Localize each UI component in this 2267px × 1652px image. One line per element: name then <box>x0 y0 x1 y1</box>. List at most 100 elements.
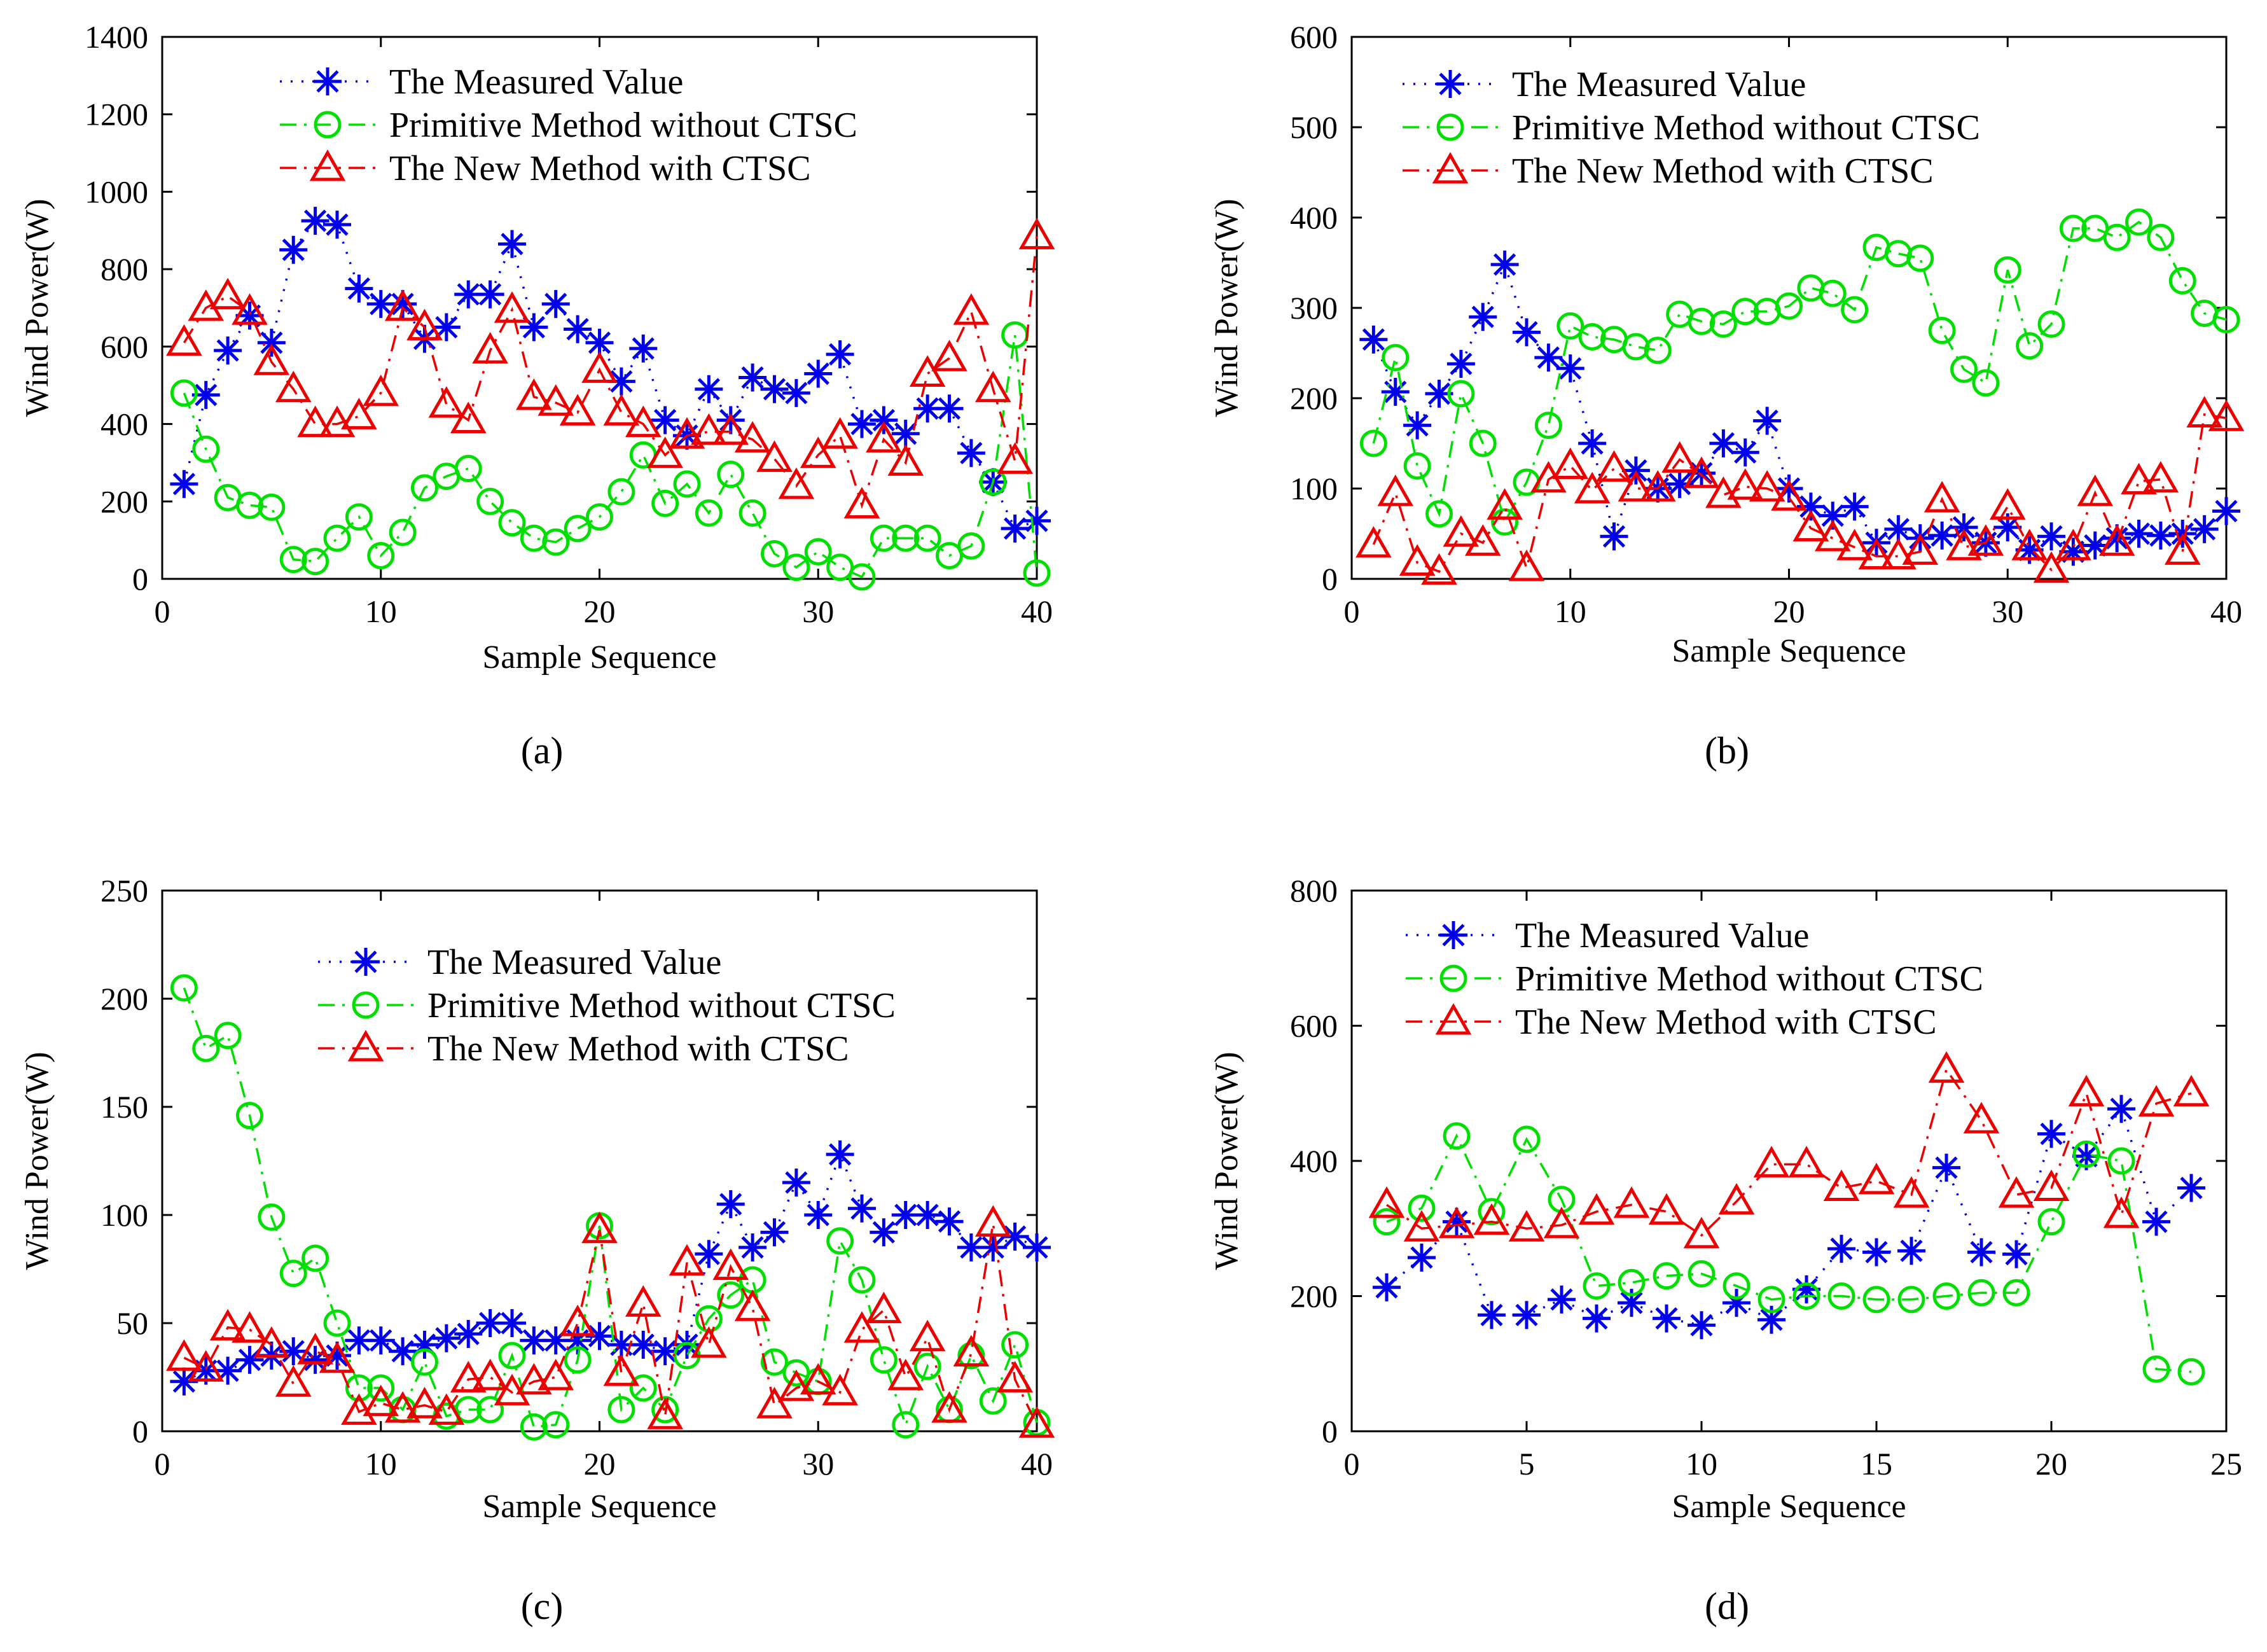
data-point-measured <box>848 410 876 438</box>
x-tick-label: 40 <box>1021 593 1053 629</box>
data-point-primitive <box>2016 332 2044 360</box>
data-point-measured <box>345 274 373 303</box>
series-new <box>1368 1051 2210 1249</box>
data-point-new <box>931 340 967 371</box>
data-point-new <box>516 1363 552 1395</box>
data-point-primitive <box>892 1411 920 1439</box>
data-point-measured <box>1373 1273 1401 1301</box>
data-point-new <box>319 1341 356 1373</box>
series-primitive <box>170 321 1051 591</box>
data-point-measured <box>564 315 592 344</box>
data-point-new <box>1018 218 1055 249</box>
data-point-primitive <box>192 1034 220 1062</box>
data-point-measured <box>541 289 570 318</box>
data-point-primitive <box>454 1396 482 1424</box>
data-point-primitive <box>2002 1279 2030 1307</box>
data-point-new <box>1749 469 1785 502</box>
data-point-measured <box>564 1326 592 1355</box>
data-point-primitive <box>258 1203 286 1231</box>
data-point-primitive <box>236 491 263 519</box>
series-measured-line <box>183 1151 1037 1383</box>
data-point-measured <box>695 1240 723 1268</box>
data-point-primitive <box>302 1244 329 1272</box>
y-tick-label: 200 <box>101 981 148 1017</box>
data-point-new <box>974 370 1011 403</box>
data-point-measured <box>1950 513 1978 542</box>
data-point-new <box>822 417 858 449</box>
x-tick-label: 40 <box>1021 1446 1053 1482</box>
data-point-new <box>188 1350 225 1382</box>
data-point-primitive <box>2212 305 2240 333</box>
data-point-primitive <box>804 538 832 566</box>
series-primitive-line <box>183 335 1038 579</box>
data-point-primitive <box>1819 279 1847 307</box>
data-point-primitive <box>1425 500 1453 528</box>
legend-marker-primitive <box>314 111 342 139</box>
data-point-new <box>494 291 530 323</box>
y-tick-label: 400 <box>1290 1143 1338 1179</box>
legend-marker-primitive <box>1439 964 1467 992</box>
data-point-primitive <box>323 1309 351 1337</box>
legend: The Measured Value Primitive Method witho… <box>318 943 896 1069</box>
data-point-new <box>406 309 443 340</box>
data-point-new <box>188 289 225 321</box>
y-tick-label: 200 <box>1290 1279 1338 1314</box>
data-point-measured <box>913 394 942 423</box>
data-point-new <box>1823 1169 1860 1201</box>
data-point-new <box>712 413 749 445</box>
y-tick-label: 0 <box>132 561 148 597</box>
x-axis-label: Sample Sequence <box>1672 633 1906 669</box>
data-point-new <box>1421 553 1457 585</box>
data-point-primitive <box>1408 1194 1436 1222</box>
data-point-new <box>1836 529 1873 560</box>
data-point-primitive <box>651 1396 679 1424</box>
data-point-primitive <box>345 503 373 531</box>
legend-label-new: The New Method with CTSC <box>427 1029 849 1069</box>
legend-marker-measured <box>352 948 380 976</box>
legend-label-primitive: Primitive Method without CTSC <box>1512 108 1980 148</box>
data-point-new <box>1487 488 1523 520</box>
panel-a: (a) 0 10 20 30 400200400600800100012001400Sa… <box>19 19 1055 772</box>
data-point-measured <box>804 359 833 388</box>
data-point-primitive <box>258 493 286 521</box>
data-point-new <box>2142 461 2179 493</box>
data-point-primitive <box>323 524 351 552</box>
data-point-primitive <box>236 1102 263 1130</box>
data-point-primitive <box>1709 310 1737 338</box>
data-point-measured <box>1513 318 1541 347</box>
data-point-new <box>1508 1210 1545 1242</box>
data-point-new <box>822 1373 858 1406</box>
data-point-new <box>2055 529 2091 560</box>
data-point-primitive <box>1841 296 1869 324</box>
data-point-new <box>363 374 399 406</box>
data-point-primitive <box>761 1348 788 1376</box>
legend-label-measured: The Measured Value <box>427 943 721 982</box>
data-point-new <box>691 413 727 445</box>
legend-marker-primitive <box>352 991 380 1019</box>
data-point-new <box>516 378 552 410</box>
data-point-primitive <box>826 1227 854 1255</box>
data-point-new <box>1946 529 1982 560</box>
legend-marker-measured <box>1436 70 1464 98</box>
data-point-measured <box>826 1140 854 1169</box>
data-point-primitive <box>848 1266 876 1294</box>
data-point-primitive <box>1967 1279 1995 1307</box>
data-point-measured <box>1490 250 1519 279</box>
data-point-new <box>1596 450 1632 482</box>
data-point-primitive <box>2125 208 2153 236</box>
data-point-primitive <box>1757 1286 1785 1314</box>
data-point-new <box>472 1358 508 1391</box>
legend-marker-measured <box>1439 921 1467 949</box>
legend-label-primitive: Primitive Method without CTSC <box>1515 959 1983 999</box>
data-point-measured <box>651 406 679 434</box>
data-point-new <box>275 1365 312 1397</box>
data-point-new <box>647 1398 683 1429</box>
data-point-new <box>1814 520 1851 552</box>
data-point-new <box>974 1205 1011 1237</box>
data-point-primitive <box>170 974 198 1002</box>
legend: The Measured Value Primitive Method witho… <box>1403 65 1980 191</box>
data-point-primitive <box>1723 1272 1751 1300</box>
legend: The Measured Value Primitive Method witho… <box>1406 916 1983 1042</box>
data-point-measured <box>1359 325 1388 354</box>
